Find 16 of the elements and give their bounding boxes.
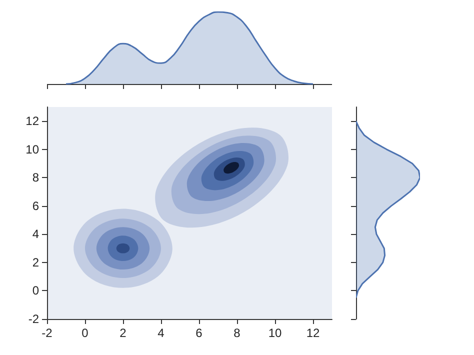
y-tick-label: 10 [26, 142, 40, 156]
y-tick-label: 0 [32, 284, 40, 298]
x-tick-label: 8 [234, 326, 241, 340]
y-tick-label: 2 [32, 255, 40, 270]
y-tick-label: 12 [26, 114, 40, 128]
x-tick-label: 4 [158, 326, 165, 340]
x-tick-label: -2 [42, 326, 53, 340]
y-tick-label: -2 [28, 312, 40, 326]
x-tick-label: 2 [120, 326, 127, 340]
y-tick-label: 4 [32, 227, 40, 242]
y-tick-label: 8 [32, 170, 40, 185]
x-tick-label: 12 [306, 326, 320, 340]
x-tick-label: 0 [82, 326, 89, 340]
x-tick-label: 6 [196, 326, 203, 340]
y-tick-label: 6 [32, 198, 40, 213]
x-tick-label: 10 [268, 326, 282, 340]
